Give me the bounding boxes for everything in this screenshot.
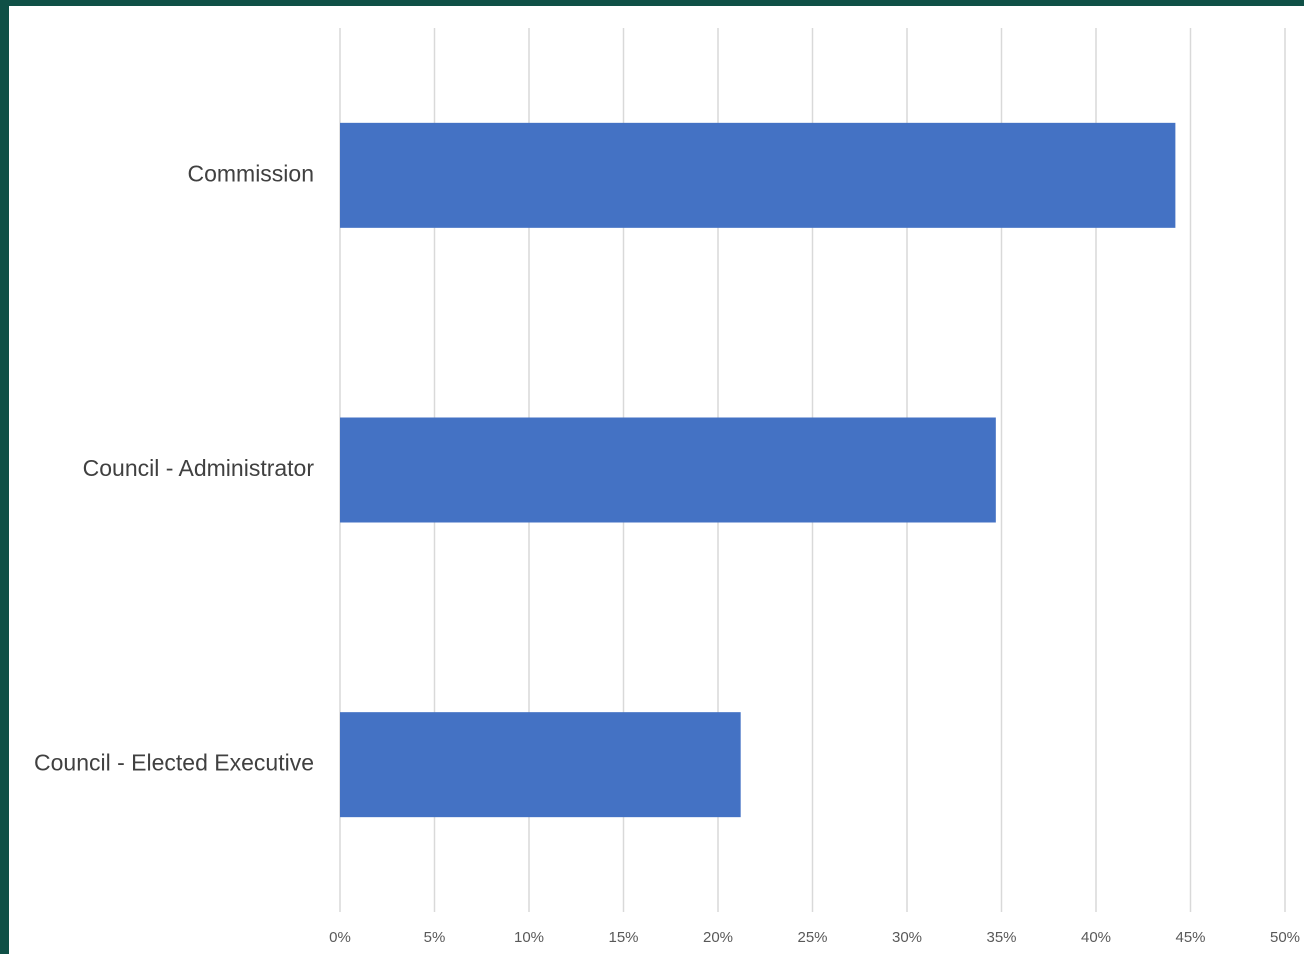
category-label: Council - Elected Executive xyxy=(34,750,314,776)
bar xyxy=(340,417,996,523)
category-label: Council - Administrator xyxy=(83,455,315,481)
x-tick-label: 10% xyxy=(514,929,544,946)
category-label: Commission xyxy=(187,160,314,186)
x-tick-label: 20% xyxy=(703,929,733,946)
x-tick-label: 35% xyxy=(986,929,1016,946)
bar xyxy=(340,712,741,818)
x-axis-tick-labels: 0% 5% 10% 15% 20% 25% 30% 35% 40% 45% 50% xyxy=(329,929,1300,946)
bar xyxy=(340,122,1176,228)
x-tick-label: 45% xyxy=(1175,929,1205,946)
x-tick-label: 0% xyxy=(329,929,351,946)
x-tick-label: 50% xyxy=(1270,929,1300,946)
x-tick-label: 40% xyxy=(1081,929,1111,946)
x-tick-label: 30% xyxy=(892,929,922,946)
x-tick-label: 25% xyxy=(797,929,827,946)
x-tick-label: 15% xyxy=(608,929,638,946)
x-tick-label: 5% xyxy=(424,929,446,946)
bars xyxy=(340,122,1176,818)
category-labels: Commission Council - Administrator Council… xyxy=(34,160,314,775)
